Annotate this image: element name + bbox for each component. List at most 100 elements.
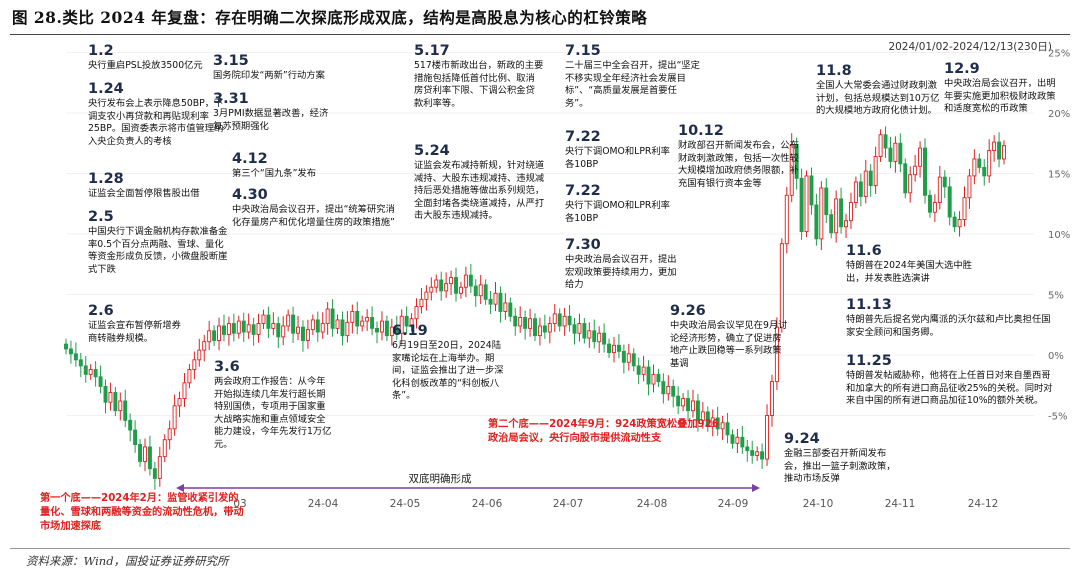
annotation-1-28: 1.28 证监会全面暂停限售股出借 bbox=[88, 170, 226, 201]
candle-body bbox=[700, 411, 705, 421]
annotation-date: 5.17 bbox=[414, 43, 450, 59]
annotation-9-26: 9.26 中央政治局会议罕见在9月讨论经济形势，确立了促进房地产止跌回稳等一系列… bbox=[670, 302, 790, 370]
annotation-7-22-b: 7.22 央行下调OMO和LPR利率各10BP bbox=[565, 182, 677, 225]
annotation-date: 11.13 bbox=[846, 297, 892, 313]
annotation-text: 中央政治局会议召开，出明年要实施更加积极财政政策和适度宽松的币政策 bbox=[944, 78, 1056, 115]
annotation-text: 3月PMI数据显著改善，经济复苏预期强化 bbox=[213, 108, 329, 132]
candle-body bbox=[997, 141, 1002, 160]
annotation-4-30: 4.30 中央政治局会议召开，提出“统筹研究消化存量房产和优化增量住房的政策措施… bbox=[232, 186, 404, 229]
annotation-text: 央行下调OMO和LPR利率各10BP bbox=[565, 200, 670, 224]
candle-body bbox=[88, 369, 93, 375]
candle-body bbox=[330, 308, 335, 329]
date-range: 2024/01/02-2024/12/13(230日) bbox=[888, 41, 1052, 53]
candle-body bbox=[167, 428, 172, 441]
candle-body bbox=[296, 326, 301, 334]
candle-body bbox=[236, 320, 241, 334]
candle-body bbox=[143, 446, 147, 462]
candle-body bbox=[641, 366, 646, 375]
candle-body bbox=[98, 376, 103, 387]
annotation-date: 2.6 bbox=[88, 303, 114, 319]
candle-body bbox=[755, 451, 760, 456]
y-tick-label: 25% bbox=[1048, 49, 1070, 60]
candle-body bbox=[908, 174, 913, 194]
candle-body bbox=[340, 319, 345, 337]
candle-body bbox=[582, 323, 587, 339]
annotation-1-24: 1.24 央行发布会上表示降息50BP，下调支农小再贷款和再贴现利率25BP。国… bbox=[88, 80, 226, 148]
first-bottom-note: 第一个底——2024年2月：监管收紧引发的量化、雪球和两融等资金的流动性危机，带… bbox=[40, 493, 244, 532]
candle-body bbox=[370, 317, 375, 329]
footer-divider bbox=[10, 548, 1070, 549]
candle-body bbox=[616, 344, 621, 352]
annotation-text: 证监会宣布暂停新增券商转融券规模。 bbox=[88, 320, 181, 344]
candle-body bbox=[621, 350, 626, 363]
candle-body bbox=[128, 419, 133, 431]
annotation-7-15: 7.15 二十届三中全会召开，提出“坚定不移实现全年经济社会发展目标”、“高质量… bbox=[565, 42, 700, 110]
annotation-text: 两会政府工作报告：从今年开始拟连续几年发行超长期特别国债，专项用于国家重大战略实… bbox=[214, 376, 332, 450]
candle-body bbox=[118, 400, 123, 412]
candle-body bbox=[898, 142, 903, 165]
candle-body bbox=[730, 434, 735, 444]
candle-body bbox=[133, 429, 138, 445]
candle-body bbox=[231, 323, 236, 334]
candle-body bbox=[404, 315, 409, 327]
candle-body bbox=[478, 284, 483, 297]
candle-body bbox=[888, 147, 893, 162]
annotation-text: 特朗普发帖威胁称，他将在上任首日对来自墨西哥和加拿大的所有进口商品征收25%的关… bbox=[846, 370, 1053, 407]
candle-body bbox=[113, 392, 118, 412]
y-tick-label: 20% bbox=[1048, 109, 1070, 120]
candle-body bbox=[542, 325, 547, 333]
candle-body bbox=[241, 320, 246, 333]
annotation-date: 6.19 bbox=[392, 323, 428, 339]
candle-body bbox=[483, 284, 488, 300]
annotation-text: 特朗普在2024年美国大选中胜出，并发表胜选演讲 bbox=[846, 260, 972, 284]
candle-body bbox=[893, 142, 898, 162]
annotation-text: 央行发布会上表示降息50BP，下调支农小再贷款和再贴现利率25BP。国资委表示将… bbox=[88, 98, 224, 147]
candle-body bbox=[612, 344, 616, 354]
annotation-text: 中央政治局会议罕见在9月讨论经济形势，确立了促进房地产止跌回稳等一系列政策基调 bbox=[670, 320, 788, 369]
candle-body bbox=[562, 315, 567, 327]
candle-body bbox=[533, 318, 537, 337]
candle-body bbox=[715, 417, 720, 430]
candle-body bbox=[839, 198, 844, 228]
candle-body bbox=[449, 277, 454, 285]
candle-body bbox=[809, 175, 814, 206]
candle-body bbox=[592, 330, 597, 343]
candle-body bbox=[345, 321, 350, 337]
candle-body bbox=[291, 314, 296, 334]
annotation-date: 11.8 bbox=[816, 63, 852, 79]
candle-body bbox=[631, 353, 636, 367]
candle-body bbox=[537, 325, 542, 337]
candle-body bbox=[409, 318, 414, 327]
annotation-date: 7.22 bbox=[565, 129, 601, 145]
candle-body bbox=[952, 216, 957, 228]
annotation-text: 特朗普先后提名党内鹰派的沃尔兹和卢比奥担任国家安全顾问和国务卿。 bbox=[846, 314, 1051, 338]
candle-body bbox=[310, 319, 315, 331]
candle-body bbox=[414, 306, 419, 320]
candle-body bbox=[384, 320, 389, 337]
annotation-text: 中央政治局会议召开，提出宏观政策要持续用力，更加给力 bbox=[565, 254, 677, 291]
candle-body bbox=[389, 326, 394, 337]
candle-body bbox=[207, 330, 212, 343]
annotation-7-30: 7.30 中央政治局会议召开，提出宏观政策要持续用力，更加给力 bbox=[565, 236, 677, 292]
candle-body bbox=[883, 134, 888, 149]
annotation-text: 证监会全面暂停限售股出借 bbox=[88, 188, 200, 199]
candle-body bbox=[73, 353, 78, 361]
candle-body bbox=[868, 170, 873, 187]
second-bottom-note: 第二个底——2024年9月：924政策宽松叠加926政治局会议，央行向股市提供流… bbox=[488, 419, 719, 444]
annotation-text: 第三个“国九条”发布 bbox=[232, 168, 317, 179]
annotation-5-24: 5.24 证监会发布减持新规，针对绕道减持、大股东违规减持、违规减持后恶处措施等… bbox=[414, 142, 552, 223]
candle-body bbox=[152, 468, 157, 479]
candle-body bbox=[597, 332, 602, 343]
candle-body bbox=[513, 315, 518, 327]
x-axis-ticks: 03 24-04 24-05 24-06 24-07 24-08 24-09 24-10 24-… bbox=[233, 498, 998, 510]
candle-body bbox=[78, 359, 83, 367]
annotation-date: 11.25 bbox=[846, 353, 892, 369]
x-tick-label: 24-06 bbox=[472, 498, 503, 510]
candle-body bbox=[858, 181, 863, 197]
candle-body bbox=[123, 400, 128, 421]
annotation-date: 3.15 bbox=[213, 53, 249, 69]
candle-body bbox=[157, 456, 162, 479]
annotation-date: 3.31 bbox=[213, 91, 249, 107]
annotation-date: 7.22 bbox=[565, 183, 601, 199]
